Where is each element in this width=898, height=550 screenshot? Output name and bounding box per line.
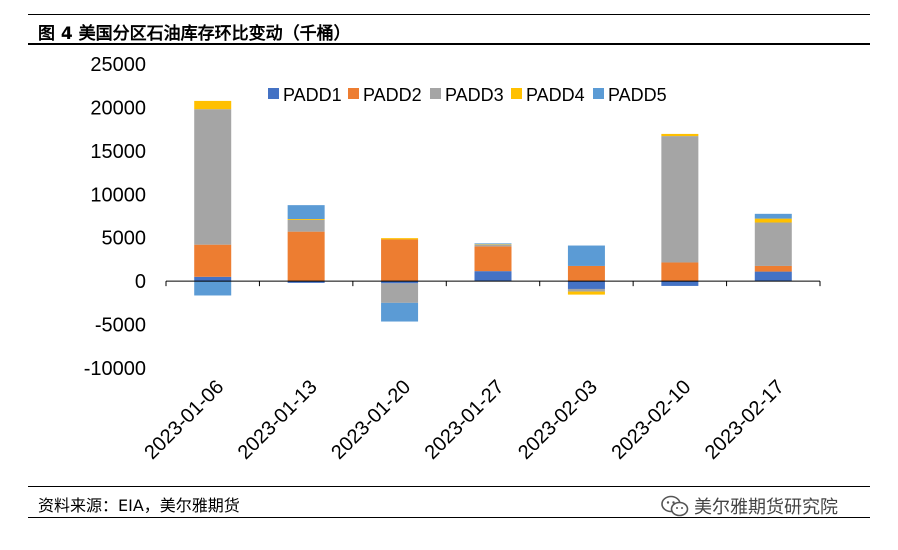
legend: PADD1 PADD2 PADD3 PADD4 PADD5 [268,85,667,105]
bar-segment-padd1 [567,281,605,289]
legend-label-padd1: PADD1 [283,85,342,105]
x-tick-label: 2023-01-27 [421,376,509,464]
bar-segment-padd5 [474,243,512,245]
legend-label-padd5: PADD5 [608,85,667,105]
bottom-rule [28,517,870,518]
bar-segment-padd4 [287,219,325,220]
stacked-bar-chart: -10000 -5000 0 5000 10000 15000 20000 25000 202… [84,54,821,464]
bar-segment-padd1 [381,281,419,284]
bar-segment-padd1 [287,281,325,283]
bar-segment-padd1 [194,276,232,282]
watermark-text: 美尔雅期货研究院 [694,497,838,518]
bar-segment-padd4 [661,133,699,137]
y-tick-label: 15000 [90,141,146,163]
y-tick-label: -10000 [84,358,146,380]
legend-swatch-padd5 [593,88,604,99]
x-tick-label: 2023-02-17 [701,376,789,464]
legend-swatch-padd2 [348,88,359,99]
legend-label-padd2: PADD2 [363,85,422,105]
bar-segment-padd2 [381,239,419,282]
bar-segment-padd3 [567,288,605,292]
bar-segment-padd4 [474,244,512,245]
title-rule [28,43,870,45]
legend-label-padd3: PADD3 [445,85,504,105]
x-tick-label: 2023-01-06 [140,376,228,464]
bar-segment-padd2 [287,231,325,282]
top-rule [28,14,870,15]
bar-segment-padd3 [287,219,325,232]
x-tick-label: 2023-02-10 [607,376,695,464]
bar-segment-padd3 [661,136,699,263]
watermark: 美尔雅期货研究院 [660,492,838,520]
y-tick-label: 25000 [90,54,146,76]
x-tick-label: 2023-01-20 [327,376,415,464]
y-tick-label: -5000 [95,315,146,337]
figure-title: 图 4 美国分区石油库存环比变动（千桶） [38,24,351,44]
bar-segment-padd5 [754,213,792,219]
bar-segment-padd2 [474,246,512,272]
y-tick-label: 20000 [90,97,146,119]
bar-segment-padd5 [567,245,605,266]
bar-segment-padd4 [567,291,605,295]
bar-segment-padd5 [287,205,325,220]
bar-segment-padd2 [661,262,699,282]
legend-swatch-padd3 [430,88,441,99]
bar-segment-padd3 [754,222,792,266]
bar-segment-padd1 [661,281,699,286]
bar-segment-padd3 [194,109,232,245]
bar-segment-padd5 [194,281,232,296]
legend-swatch-padd4 [511,88,522,99]
source-note: 资料来源：EIA，美尔雅期货 [38,496,240,515]
y-axis: -10000 -5000 0 5000 10000 15000 20000 25000 [84,54,146,380]
y-tick-label: 10000 [90,184,146,206]
bars [194,100,792,322]
bar-segment-padd2 [567,265,605,282]
bar-segment-padd3 [474,244,512,247]
bar-segment-padd4 [754,218,792,223]
bar-segment-padd5 [381,302,419,322]
bar-segment-padd1 [474,271,512,282]
x-axis: 2023-01-06 2023-01-13 2023-01-20 2023-01-27… [140,280,821,464]
source-rule [28,486,870,487]
bar-segment-padd1 [754,271,792,282]
bar-segment-padd3 [381,283,419,303]
legend-label-padd4: PADD4 [526,85,585,105]
x-tick-label: 2023-01-13 [234,376,322,464]
y-tick-label: 0 [135,271,146,293]
bar-segment-padd4 [194,100,232,110]
bar-segment-padd2 [194,244,232,277]
bar-segment-padd4 [381,238,419,240]
legend-swatch-padd1 [268,88,279,99]
chat-bubble-icon [661,495,689,517]
y-tick-label: 5000 [102,228,147,250]
x-tick-label: 2023-02-03 [514,376,602,464]
bar-segment-padd2 [754,265,792,272]
